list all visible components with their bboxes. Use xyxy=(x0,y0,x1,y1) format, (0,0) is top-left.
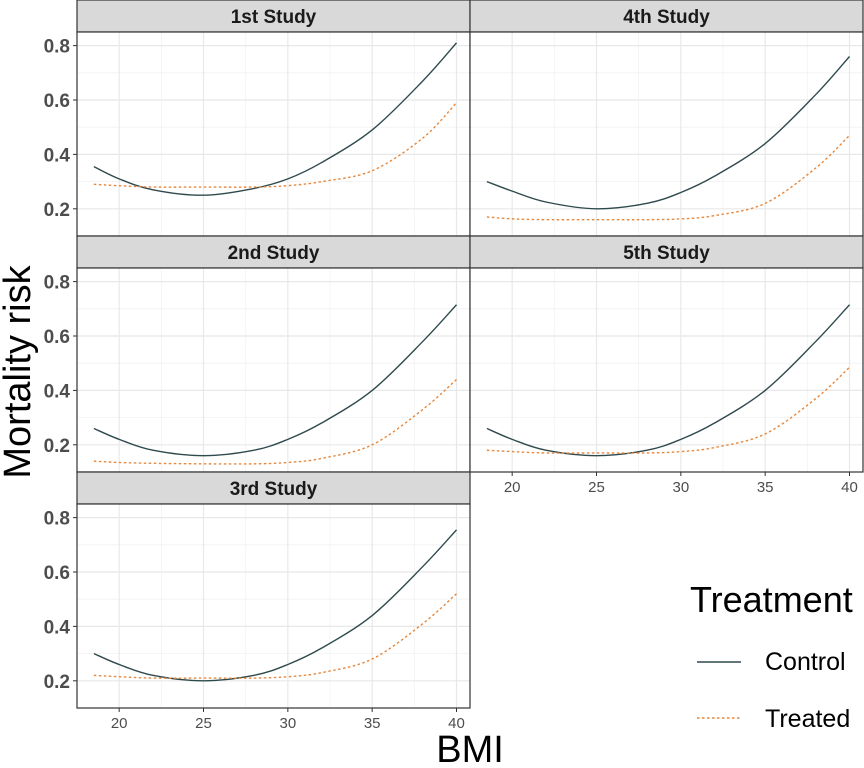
legend-title: Treatment xyxy=(690,579,853,620)
y-tick-label: 0.8 xyxy=(44,509,70,530)
x-tick-label: 35 xyxy=(364,715,381,732)
panel-border xyxy=(76,503,471,709)
x-tick-label: 40 xyxy=(841,479,858,496)
series-line-control xyxy=(93,304,458,457)
strip-background xyxy=(76,235,471,269)
x-tick-label: 20 xyxy=(111,715,128,732)
strip-title: 1st Study xyxy=(231,7,317,28)
y-tick-label: 0.8 xyxy=(44,273,70,294)
series-line-control xyxy=(486,56,851,210)
panel-border xyxy=(469,267,864,473)
y-tick-label: 0.2 xyxy=(44,672,70,693)
y-tick-label: 0.6 xyxy=(44,563,70,584)
plot-background xyxy=(470,268,863,472)
strip-background xyxy=(76,471,471,505)
panel-2: 2nd Study 0.2 0.4 0.6 0.8 xyxy=(44,235,471,473)
series-line-control xyxy=(93,42,458,196)
plot-background xyxy=(77,268,470,472)
y-tick-label: 0.4 xyxy=(44,381,71,402)
y-tick-label: 0.2 xyxy=(44,200,70,221)
legend-label-treated: Treated xyxy=(765,705,850,733)
series-line-treated xyxy=(93,593,457,679)
strip-title: 2nd Study xyxy=(228,243,320,264)
y-tick-label: 0.2 xyxy=(44,436,70,457)
x-tick-label: 40 xyxy=(448,715,465,732)
strip-title: 4th Study xyxy=(623,7,710,28)
x-tick-label: 20 xyxy=(504,479,521,496)
strip-title: 5th Study xyxy=(623,243,710,264)
x-tick-label: 25 xyxy=(588,479,605,496)
legend-label-control: Control xyxy=(765,648,846,676)
y-tick-label: 0.6 xyxy=(44,91,70,112)
strip-background xyxy=(469,0,864,33)
x-tick-label: 30 xyxy=(672,479,689,496)
panel-4: 3rd Study 0.2 0.4 0.6 0.8 20 25 30 35 40 xyxy=(44,471,471,732)
series-line-control xyxy=(486,304,851,457)
panel-1: 4th Study xyxy=(469,0,864,237)
strip-background xyxy=(469,235,864,269)
y-tick-label: 0.6 xyxy=(44,327,70,348)
panel-3: 5th Study 20 25 30 35 40 xyxy=(469,235,864,496)
panels-layer: 1st Study 0.2 0.4 0.6 0.8 4th Study 2nd Study 0… xyxy=(44,0,864,732)
legend: Treatment Control Treated xyxy=(690,579,853,733)
plot-background xyxy=(470,32,863,236)
strip-title: 3rd Study xyxy=(230,479,318,500)
y-tick-label: 0.8 xyxy=(44,37,70,58)
series-line-treated xyxy=(93,102,458,188)
x-tick-label: 30 xyxy=(279,715,296,732)
x-axis-title: BMI xyxy=(436,729,504,768)
y-tick-label: 0.4 xyxy=(44,617,71,638)
series-line-treated xyxy=(486,366,850,454)
strip-background xyxy=(76,0,471,33)
plot-background xyxy=(77,32,470,236)
x-tick-label: 35 xyxy=(757,479,774,496)
plot-background xyxy=(77,504,470,708)
y-tick-label: 0.4 xyxy=(44,145,71,166)
panel-0: 1st Study 0.2 0.4 0.6 0.8 xyxy=(44,0,471,237)
series-line-control xyxy=(93,529,458,682)
y-axis-title: Mortality risk xyxy=(0,264,39,478)
series-line-treated xyxy=(93,378,457,465)
series-line-treated xyxy=(486,134,850,221)
x-tick-label: 25 xyxy=(195,715,212,732)
